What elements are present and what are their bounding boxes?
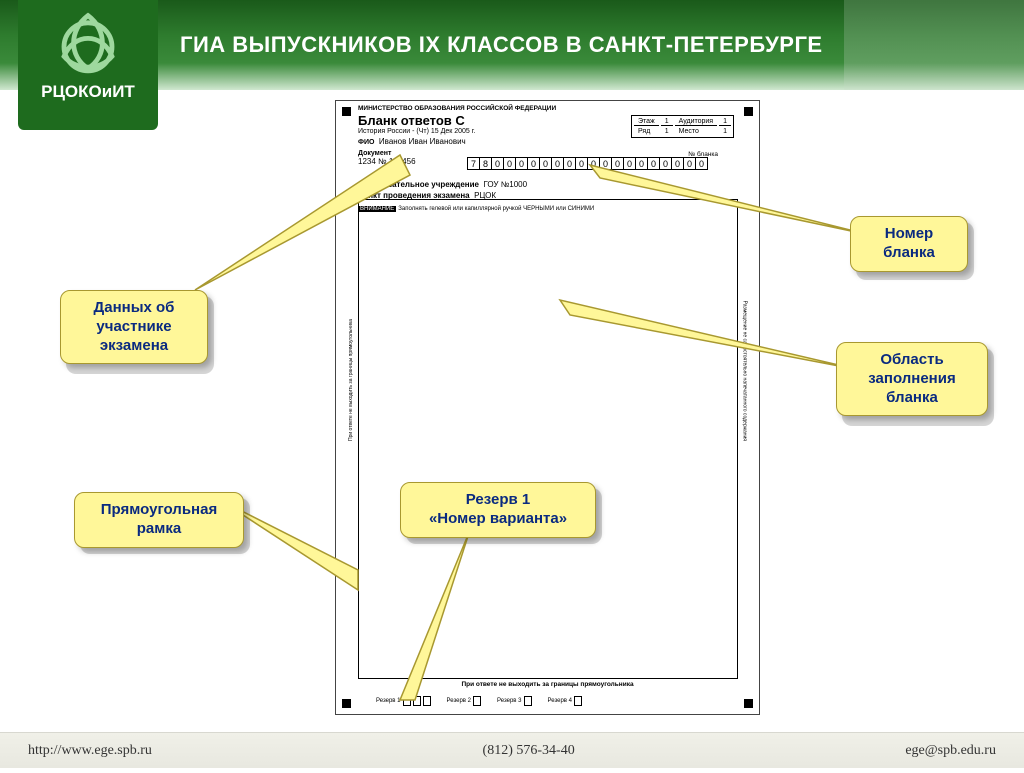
callout-rect-frame: Прямоугольная рамка [74, 492, 244, 548]
callout-blank-number: Номер бланка [850, 216, 968, 272]
callout-participant-data: Данных об участнике экзамена [60, 290, 208, 364]
callout-reserve-1: Резерв 1 «Номер варианта» [400, 482, 596, 538]
callout-fill-area: Область заполнения бланка [836, 342, 988, 416]
